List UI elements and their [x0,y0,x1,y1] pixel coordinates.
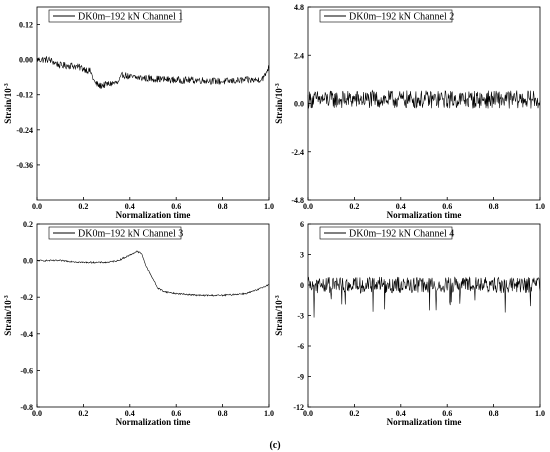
y-tick-label: 4.8 [294,3,304,12]
plot-frame [307,223,541,408]
legend-box [319,9,453,23]
x-tick-label: 1.0 [264,202,274,211]
y-tick-label: -0.12 [16,91,33,100]
x-axis-label: Normalization time [116,417,191,427]
x-tick-label: 0.4 [396,409,406,418]
y-tick-label: 0.12 [19,21,33,30]
series-line [36,55,270,89]
y-tick-label: 0 [300,281,304,290]
legend: DK0m–192 kN Channel 3 [48,226,183,240]
legend-box [48,226,182,240]
x-tick-label: 0.8 [489,409,499,418]
figure-caption: (c) [269,440,280,451]
legend-label: DK0m–192 kN Channel 3 [78,229,183,240]
x-tick-label: 0.0 [32,409,42,418]
x-tick-label: 0.2 [78,409,88,418]
x-tick-label: 0.8 [489,202,499,211]
y-axis-label: Strain/10-3 [3,295,13,336]
x-tick-label: 0.4 [125,409,135,418]
legend-box [48,9,182,23]
y-tick-label: 0.0 [294,100,304,109]
y-tick-label: -4.8 [291,196,304,205]
y-tick-label: -0.2 [20,293,33,302]
x-tick-label: 0.2 [78,202,88,211]
chart-panel-2: 0.0 0.2 0.4 0.6 0.8 1.0 4.8 2.4 0.0 -2.4 -4.8 Norma… [274,3,545,220]
x-tick-label: 1.0 [535,202,545,211]
x-tick-label: 0.8 [218,202,228,211]
y-axis-label: Strain/10-3 [3,83,13,124]
y-tick-label: 0.2 [23,220,33,229]
x-tick-label: 1.0 [535,409,545,418]
x-tick-label: 1.0 [264,409,274,418]
x-tick-label: 0.4 [125,202,135,211]
y-tick-label: -0.36 [16,161,33,170]
legend-label: DK0m–192 kN Channel 2 [349,12,454,23]
x-tick-label: 0.6 [442,409,452,418]
x-tick-label: 0.2 [349,202,359,211]
x-tick-label: 0.6 [171,202,181,211]
x-axis-label: Normalization time [116,210,191,220]
x-axis-label: Normalization time [387,417,462,427]
y-tick-label: -2.4 [291,148,304,157]
plot-frame [36,6,270,201]
x-tick-label: 0.0 [303,409,313,418]
y-axis-label: Strain/10-3 [274,295,284,336]
x-tick-label: 0.4 [396,202,406,211]
legend: DK0m–192 kN Channel 1 [48,9,183,23]
y-tick-label: -0.4 [20,330,33,339]
y-tick-label: 0.0 [23,257,33,266]
series-line [36,250,270,297]
plot-frame [307,6,541,201]
y-tick-label: -12 [293,403,304,412]
chart-panel-3: 0.0 0.2 0.4 0.6 0.8 1.0 0.2 0.0 -0.2 -0.4 -0.6 -0.8… [3,220,274,427]
chart-panel-4: 0.0 0.2 0.4 0.6 0.8 1.0 6 3 0 -3 -6 -9 -12 Normalizat… [274,220,545,427]
y-tick-label: -6 [297,342,304,351]
legend-label: DK0m–192 kN Channel 4 [349,229,454,240]
legend: DK0m–192 kN Channel 4 [319,226,454,240]
legend-box [319,226,453,240]
y-axis-label: Strain/10-3 [274,83,284,124]
y-tick-label: 0.00 [19,56,33,65]
x-axis-label: Normalization time [387,210,462,220]
series-line [307,276,541,318]
y-tick-label: -0.24 [16,126,33,135]
y-tick-label: -0.8 [20,403,33,412]
chart-panel-1: 0.0 0.2 0.4 0.6 0.8 1.0 0.12 0.00 -0.12 -0.24 -0.3… [3,6,274,220]
y-tick-label: 3 [300,251,304,260]
x-tick-label: 0.0 [32,202,42,211]
x-tick-label: 0.2 [349,409,359,418]
y-tick-label: -3 [297,312,304,321]
x-tick-label: 0.6 [171,409,181,418]
legend-label: DK0m–192 kN Channel 1 [78,12,183,23]
series-line [307,89,541,109]
y-tick-label: -9 [297,373,304,382]
legend: DK0m–192 kN Channel 2 [319,9,454,23]
plot-frame [36,223,270,408]
y-tick-label: -0.6 [20,366,33,375]
y-tick-label: 6 [300,220,304,229]
x-tick-label: 0.6 [442,202,452,211]
x-tick-label: 0.0 [303,202,313,211]
y-tick-label: 2.4 [294,51,304,60]
x-tick-label: 0.8 [218,409,228,418]
